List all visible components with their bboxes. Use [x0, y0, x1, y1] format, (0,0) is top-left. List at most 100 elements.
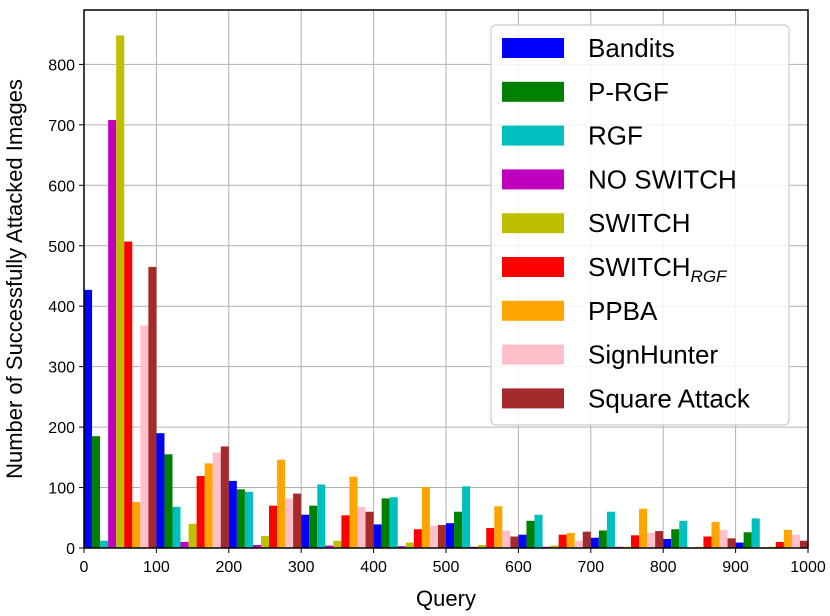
bar: [590, 537, 599, 548]
legend-label: Square Attack: [588, 383, 751, 413]
bar: [212, 452, 221, 548]
legend-swatch: [502, 300, 564, 321]
bar: [389, 497, 398, 548]
bar: [252, 544, 261, 548]
bar: [357, 506, 366, 548]
legend-swatch: [502, 344, 564, 365]
bar: [631, 535, 640, 548]
bar: [454, 511, 463, 548]
bar: [172, 506, 181, 548]
bar: [381, 498, 390, 548]
bar: [558, 534, 567, 548]
legend-label: P-RGF: [588, 77, 669, 107]
legend-label-text: SignHunter: [588, 340, 718, 370]
y-tick-label: 300: [48, 360, 75, 377]
y-axis-label: Number of Successfully Attacked Images: [2, 79, 27, 479]
x-tick-label: 500: [433, 559, 460, 576]
y-tick-label: 0: [66, 541, 75, 558]
bar: [429, 525, 438, 548]
legend-label: SignHunter: [588, 340, 718, 370]
bar: [655, 531, 664, 548]
bar: [220, 446, 229, 548]
bar: [751, 518, 760, 548]
bar: [566, 532, 575, 548]
bar: [116, 35, 125, 548]
bar: [783, 529, 792, 548]
legend-swatch: [502, 213, 564, 234]
bar: [421, 486, 430, 548]
x-axis-label: Query: [416, 586, 476, 611]
bar: [164, 454, 173, 548]
bar: [140, 325, 149, 548]
legend-swatch: [502, 38, 564, 58]
bar: [791, 534, 800, 548]
bar: [277, 459, 286, 548]
bar: [671, 529, 680, 548]
bar: [309, 505, 318, 548]
bar: [413, 529, 422, 548]
legend-label-subscript: RGF: [691, 267, 729, 286]
y-tick-label: 200: [48, 420, 75, 437]
bar: [534, 514, 543, 548]
x-tick-label: 600: [505, 559, 532, 576]
x-tick-label: 1000: [790, 559, 826, 576]
x-tick-label: 100: [143, 559, 170, 576]
bar: [84, 289, 93, 548]
legend-label-text: P-RGF: [588, 77, 669, 107]
bar: [775, 541, 784, 548]
bar: [437, 525, 446, 548]
y-tick-label: 700: [48, 118, 75, 135]
bar: [373, 524, 382, 548]
bar: [100, 540, 109, 548]
y-tick-label: 400: [48, 299, 75, 316]
bar: [518, 534, 527, 548]
bar: [108, 120, 117, 548]
bar: [180, 541, 189, 548]
bar: [132, 502, 141, 548]
bar: [301, 514, 310, 548]
legend-label-text: PPBA: [588, 296, 658, 326]
bar: [574, 540, 583, 548]
bar: [228, 480, 237, 548]
x-tick-label: 300: [288, 559, 315, 576]
legend-swatch: [502, 81, 564, 102]
legend-swatch: [502, 125, 564, 146]
bar: [582, 531, 591, 548]
x-tick-label: 0: [80, 559, 89, 576]
bar: [606, 511, 615, 548]
x-tick-label: 700: [577, 559, 604, 576]
bar: [679, 520, 688, 548]
x-tick-label: 800: [650, 559, 677, 576]
legend-swatch: [502, 388, 564, 409]
bar: [124, 241, 133, 548]
bar: [341, 515, 350, 548]
bar: [799, 540, 808, 548]
x-tick-label: 400: [360, 559, 387, 576]
y-tick-label: 500: [48, 239, 75, 256]
bar: [446, 523, 455, 548]
legend-label-text: NO SWITCH: [588, 164, 737, 194]
legend-label: SWITCHRGF: [588, 252, 728, 286]
legend-label-text: Square Attack: [588, 383, 751, 413]
bar: [462, 486, 471, 548]
legend-label: Bandits: [588, 33, 675, 63]
bar: [743, 532, 752, 548]
bar: [260, 535, 270, 548]
bar: [349, 476, 358, 548]
bar: [639, 508, 648, 548]
legend-label: RGF: [588, 121, 643, 151]
legend: Bandits P-RGF RGF NO SWITCH SWITCH SWITCHRGF P…: [490, 24, 790, 426]
legend-label-text: RGF: [588, 121, 643, 151]
bar: [397, 546, 406, 548]
legend-swatch: [502, 257, 564, 277]
bar: [486, 528, 495, 548]
legend-label: NO SWITCH: [588, 164, 737, 194]
bar: [478, 544, 487, 548]
bar: [333, 540, 342, 548]
legend-label: SWITCH: [588, 208, 691, 238]
bar: [204, 463, 213, 548]
bar: [196, 476, 205, 548]
bar: [92, 436, 101, 548]
bars: [84, 35, 808, 548]
